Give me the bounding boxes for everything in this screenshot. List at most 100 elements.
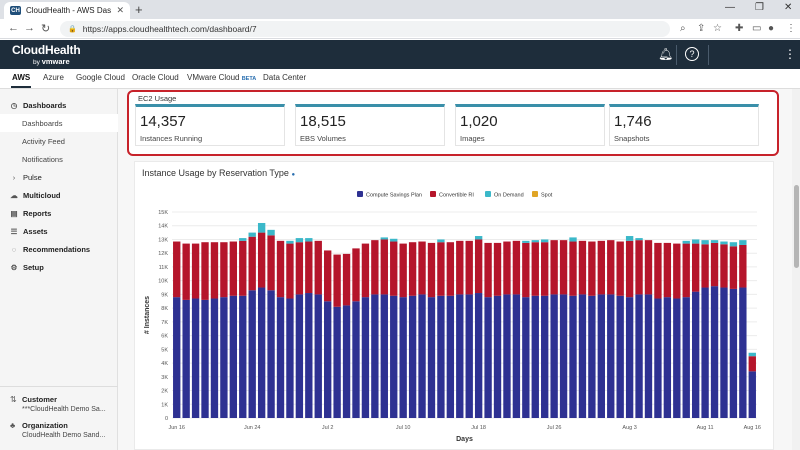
- new-tab-icon[interactable]: +: [135, 2, 143, 17]
- window-close-icon[interactable]: ✕: [784, 2, 793, 13]
- back-arrow-icon[interactable]: ←: [8, 22, 19, 34]
- bar-segment-convertible-ri: [541, 242, 549, 296]
- sidebar-item-setup[interactable]: ⚙ Setup: [0, 258, 118, 276]
- bar-segment-convertible-ri: [437, 242, 445, 296]
- logo-by: by: [33, 59, 40, 66]
- bar-segment-compute-savings-plan: [191, 298, 200, 418]
- bar-segment-compute-savings-plan: [182, 299, 190, 418]
- tab-aws[interactable]: AWS: [12, 73, 31, 82]
- app-logo[interactable]: CloudHealth: [12, 43, 81, 57]
- legend-swatch: [485, 191, 491, 197]
- stat-card-snapshots[interactable]: 1,746 Snapshots: [609, 104, 759, 146]
- sidebar-item-recommendations[interactable]: ◌ Recommendations: [0, 240, 118, 258]
- bar-segment-compute-savings-plan: [559, 294, 568, 418]
- sidebar: ◷ Dashboards Dashboards Activity Feed No…: [0, 89, 118, 450]
- close-icon[interactable]: ✕: [116, 5, 124, 15]
- sidebar-subitem-notifications[interactable]: Notifications: [0, 150, 118, 168]
- bar-segment-convertible-ri: [663, 242, 672, 298]
- sidebar-item-dashboards[interactable]: ◷ Dashboards: [0, 96, 118, 114]
- tab-azure[interactable]: Azure: [43, 73, 64, 82]
- bookmark-star-icon[interactable]: ☆: [713, 23, 722, 34]
- legend-label: Compute Savings Plan: [366, 193, 422, 199]
- bar-segment-compute-savings-plan: [248, 290, 256, 418]
- bar-segment-convertible-ri: [182, 243, 190, 300]
- info-icon[interactable]: ●: [291, 172, 296, 178]
- browser-tab[interactable]: CH CloudHealth - AWS Dashboard ✕: [4, 2, 130, 19]
- forward-arrow-icon[interactable]: →: [24, 22, 35, 34]
- bar-segment-convertible-ri: [210, 242, 219, 299]
- maximize-icon[interactable]: ❐: [755, 2, 764, 13]
- more-menu-icon[interactable]: ⋮: [784, 47, 796, 61]
- bar-segment-convertible-ri: [418, 241, 426, 295]
- bar-segment-compute-savings-plan: [314, 294, 322, 418]
- bar-segment-compute-savings-plan: [616, 295, 624, 418]
- x-tick-label: Jun 16: [168, 425, 185, 431]
- main-content: EC2 Usage 14,357 Instances Running 18,51…: [118, 89, 800, 450]
- bar-segment-convertible-ri: [578, 240, 587, 295]
- scrollbar-track[interactable]: [792, 89, 800, 450]
- cloudhealth-favicon-icon: CH: [10, 6, 21, 15]
- menu-icon[interactable]: ⋮: [786, 23, 796, 34]
- bar-segment-convertible-ri: [257, 232, 266, 288]
- bar-segment-on-demand: [531, 240, 539, 243]
- sidebar-item-label: Dashboards: [23, 100, 67, 110]
- stat-card-instances[interactable]: 14,357 Instances Running: [135, 104, 285, 146]
- scrollbar-thumb[interactable]: [794, 185, 799, 268]
- bar-segment-compute-savings-plan: [399, 297, 407, 418]
- bar-segment-compute-savings-plan: [748, 371, 756, 418]
- bar-segment-convertible-ri: [512, 240, 521, 295]
- sidebar-item-multicloud[interactable]: ☁ Multicloud: [0, 186, 118, 204]
- tab-oracle-cloud[interactable]: Oracle Cloud: [132, 73, 179, 82]
- stat-card-ebs-volumes[interactable]: 18,515 EBS Volumes: [295, 104, 445, 146]
- sidepanel-icon[interactable]: ▭: [752, 23, 762, 34]
- chart-title: Instance Usage by Reservation Type ●: [142, 168, 295, 178]
- bar-segment-convertible-ri: [380, 239, 388, 295]
- sidebar-subitem-dashboards[interactable]: Dashboards: [0, 114, 118, 132]
- share-icon[interactable]: ⇪: [697, 23, 706, 34]
- bar-segment-convertible-ri: [361, 243, 370, 298]
- bar-segment-compute-savings-plan: [597, 294, 605, 418]
- bar-segment-compute-savings-plan: [427, 297, 436, 418]
- bar-segment-on-demand: [390, 238, 398, 242]
- profile-icon[interactable]: ●: [768, 23, 775, 34]
- tab-vmware-cloud[interactable]: VMware Cloud BETA: [187, 73, 256, 82]
- bar-segment-on-demand: [305, 238, 313, 242]
- stat-card-images[interactable]: 1,020 Images: [455, 104, 605, 146]
- address-bar: ← → ↻ 🔒 https://apps.cloudhealthtech.com…: [0, 19, 800, 39]
- zoom-icon[interactable]: ⌕: [680, 23, 686, 34]
- sidebar-subitem-activity-feed[interactable]: Activity Feed: [0, 132, 118, 150]
- bar-segment-on-demand: [625, 236, 634, 241]
- tab-data-center[interactable]: Data Center: [263, 73, 307, 82]
- url-input[interactable]: 🔒 https://apps.cloudhealthtech.com/dashb…: [60, 21, 670, 37]
- bar-segment-convertible-ri: [371, 240, 379, 295]
- sidebar-item-pulse[interactable]: › Pulse: [0, 168, 118, 186]
- bar-segment-compute-savings-plan: [541, 295, 549, 418]
- bar-segment-compute-savings-plan: [408, 295, 417, 418]
- stat-value: 1,746: [614, 113, 652, 130]
- bar-segment-compute-savings-plan: [286, 298, 294, 418]
- active-tab-indicator: [11, 86, 31, 88]
- bar-segment-compute-savings-plan: [720, 287, 728, 418]
- extensions-icon[interactable]: ✚: [735, 23, 744, 34]
- stat-label: Images: [460, 134, 485, 143]
- y-tick-label: 15K: [158, 210, 168, 216]
- instance-usage-chart-panel: Instance Usage by Reservation Type ● 0 1K…: [134, 161, 774, 450]
- logo-byline: by vmware: [33, 57, 70, 66]
- customer-value[interactable]: ***CloudHealth Demo Sa...: [22, 406, 106, 413]
- bar-segment-convertible-ri: [352, 248, 360, 302]
- tab-vmware-label: VMware Cloud: [187, 73, 240, 82]
- bell-icon[interactable]: 🔔︎: [658, 47, 674, 61]
- help-icon[interactable]: ?: [685, 47, 699, 61]
- bar-segment-compute-savings-plan: [229, 295, 238, 418]
- organization-value[interactable]: CloudHealth Demo Sand...: [22, 432, 106, 439]
- cloud-tabs: AWS Azure Google Cloud Oracle Cloud VMwa…: [0, 69, 800, 89]
- sidebar-item-reports[interactable]: ▤ Reports: [0, 204, 118, 222]
- minimize-icon[interactable]: —: [725, 2, 735, 13]
- bar-segment-compute-savings-plan: [701, 287, 709, 418]
- reload-icon[interactable]: ↻: [41, 23, 51, 35]
- bar-segment-convertible-ri: [276, 240, 285, 298]
- tab-google-cloud[interactable]: Google Cloud: [76, 73, 125, 82]
- bar-segment-convertible-ri: [465, 240, 473, 295]
- bar-segment-convertible-ri: [493, 242, 502, 296]
- sidebar-item-assets[interactable]: ☰ Assets: [0, 222, 118, 240]
